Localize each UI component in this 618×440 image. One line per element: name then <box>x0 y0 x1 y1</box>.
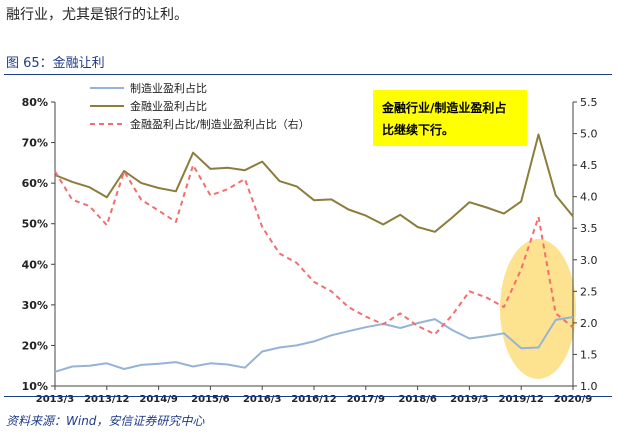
left-tick-label: 50% <box>22 218 48 231</box>
left-tick-label: 30% <box>22 299 48 312</box>
x-tick-label: 2019/12 <box>498 394 543 405</box>
right-tick-label: 2.0 <box>580 317 598 330</box>
right-tick-label: 4.0 <box>580 191 598 204</box>
right-tick-label: 1.0 <box>580 380 598 393</box>
right-tick-label: 3.5 <box>580 222 598 235</box>
source-note: 资料来源：Wind，安信证券研究中心 <box>6 414 205 428</box>
left-tick-label: 20% <box>22 339 48 352</box>
financial-share-line <box>54 133 574 233</box>
annotation-box <box>373 90 527 146</box>
figure-title: 图 65：金融让利 <box>6 56 105 71</box>
x-tick-label: 2017/9 <box>347 394 385 405</box>
x-tick-label: 2016/3 <box>243 394 281 405</box>
axes-layer: 10% 20% 30% 40% 50% 60% 70% 80% 1.0 1.5 2.0 2.5 3.0 3… <box>22 96 598 405</box>
x-tick-label: 2013/3 <box>36 394 74 405</box>
legend: 制造业盈利占比 金融业盈利占比 金融盈利占比/制造业盈利占比（右） <box>90 81 310 131</box>
legend-label-manufacturing: 制造业盈利占比 <box>130 81 207 95</box>
left-tick-label: 40% <box>22 258 48 271</box>
intro-text: 融行业，尤其是银行的让利。 <box>6 7 188 23</box>
series-layer <box>54 133 574 373</box>
highlight-ellipse <box>500 239 576 379</box>
legend-label-ratio: 金融盈利占比/制造业盈利占比（右） <box>130 117 310 131</box>
annotation-line-2: 比继续下行。 <box>382 122 454 137</box>
left-tick-label: 80% <box>22 96 48 109</box>
x-tick-label: 2015/6 <box>191 394 229 405</box>
x-tick-label: 2019/3 <box>450 394 488 405</box>
x-tick-label: 2014/9 <box>139 394 177 405</box>
right-tick-label: 3.0 <box>580 254 598 267</box>
right-tick-label: 4.5 <box>580 159 598 172</box>
right-tick-label: 5.5 <box>580 96 598 109</box>
x-tick-label: 2020/9 <box>554 394 592 405</box>
legend-label-financial: 金融业盈利占比 <box>130 99 207 113</box>
right-tick-label: 5.0 <box>580 128 598 141</box>
source-divider <box>4 396 612 397</box>
x-tick-label: 2018/6 <box>398 394 436 405</box>
ratio-line <box>54 164 574 336</box>
right-tick-label: 2.5 <box>580 285 598 298</box>
left-tick-label: 60% <box>22 177 48 190</box>
x-tick-label: 2013/12 <box>84 394 129 405</box>
left-tick-label: 70% <box>22 137 48 150</box>
annotation-line-1: 金融行业/制造业盈利占 <box>381 100 506 115</box>
right-tick-label: 1.5 <box>580 348 598 361</box>
highlight-layer <box>500 239 576 379</box>
annotation: 金融行业/制造业盈利占 比继续下行。 <box>373 90 527 146</box>
left-tick-label: 10% <box>22 380 48 393</box>
figure-title-divider <box>4 74 612 75</box>
x-tick-label: 2016/12 <box>291 394 336 405</box>
manufacturing-share-line <box>54 316 574 373</box>
